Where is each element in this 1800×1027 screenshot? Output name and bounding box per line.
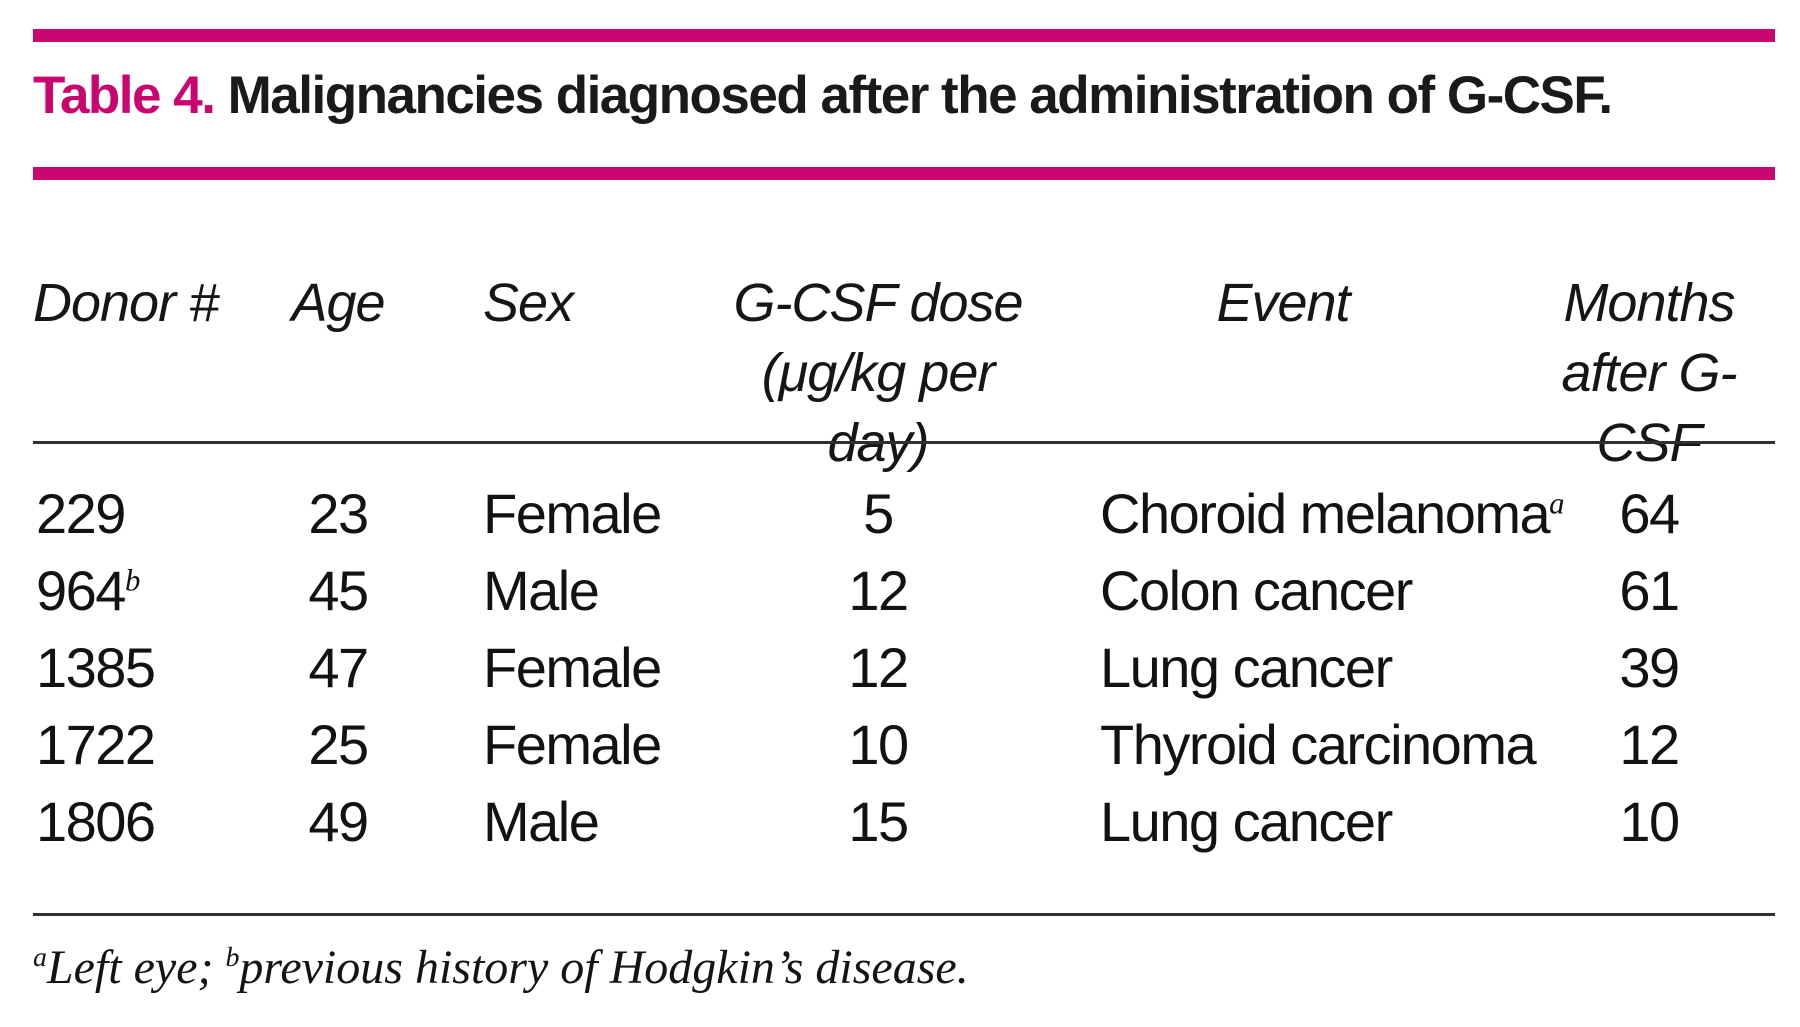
cell-months: 61 [1619, 559, 1680, 622]
cell-sex: Female [483, 636, 662, 699]
cell-sex: Male [483, 790, 600, 853]
cell-months: 64 [1619, 482, 1680, 545]
cell-age: 25 [308, 713, 369, 776]
footnote-text-a: Left eye; [46, 941, 226, 994]
cell-dose: 10 [848, 713, 909, 776]
footnote: aLeft eye; bprevious history of Hodgkin’… [33, 938, 1775, 998]
cell-months: 10 [1619, 790, 1680, 853]
event-value: Choroid melanoma [1100, 482, 1551, 545]
cell-age: 47 [308, 636, 369, 699]
cell-dose: 5 [863, 482, 894, 545]
cell-donor: 964b [33, 552, 243, 629]
event-value: Lung cancer [1100, 790, 1393, 853]
column-header-age: Age [291, 273, 385, 333]
column-header-donor: Donor # [33, 273, 219, 333]
column-header-dose-line2: (μg/kg per day) [761, 343, 996, 473]
cell-event: Lung cancer [1043, 629, 1523, 706]
table-title: Malignancies diagnosed after the adminis… [214, 66, 1614, 125]
cell-event: Choroid melanomaa [1043, 475, 1565, 552]
column-header-months-line2: after G-CSF [1561, 343, 1737, 473]
footnote-marker-a: a [33, 942, 47, 973]
cell-months: 39 [1619, 636, 1680, 699]
column-header-dose: G-CSF dose (μg/kg per day) [713, 268, 1043, 478]
event-value: Colon cancer [1100, 559, 1413, 622]
column-header-months-line1: Months [1563, 273, 1735, 333]
cell-age: 23 [308, 482, 369, 545]
footnote-text-b: previous history of Hodgkin’s disease. [239, 941, 969, 994]
column-header-event: Event [1216, 273, 1350, 333]
event-value: Lung cancer [1100, 636, 1393, 699]
footnote-marker-b: b [225, 942, 240, 973]
accent-rule-top [33, 29, 1775, 42]
cell-dose: 12 [848, 559, 909, 622]
event-footnote-marker: a [1549, 486, 1565, 521]
cell-event: Lung cancer [1043, 783, 1523, 860]
cell-sex: Male [483, 559, 600, 622]
table-label: Table 4. [33, 66, 216, 125]
table-caption: Table 4. Malignancies diagnosed after th… [33, 66, 1793, 126]
donor-footnote-marker: b [124, 563, 141, 598]
donor-value: 1385 [36, 636, 156, 699]
footnote-rule [33, 913, 1775, 916]
column-header-sex: Sex [483, 273, 574, 333]
cell-dose: 15 [848, 790, 909, 853]
cell-months: 12 [1619, 713, 1680, 776]
cell-sex: Female [483, 713, 662, 776]
header-rule [33, 441, 1775, 444]
table-body: 229 23 Female 5 Choroid melanomaa 64 964… [33, 475, 1775, 860]
cell-event: Colon cancer [1043, 552, 1523, 629]
cell-age: 49 [308, 790, 369, 853]
cell-donor: 229 [33, 475, 243, 552]
accent-rule-under-title [33, 167, 1775, 180]
cell-sex: Female [483, 482, 662, 545]
donor-value: 229 [36, 482, 126, 545]
cell-donor: 1385 [33, 629, 243, 706]
cell-event: Thyroid carcinoma [1043, 706, 1537, 783]
cell-dose: 12 [848, 636, 909, 699]
event-value: Thyroid carcinoma [1100, 713, 1537, 776]
column-header-months: Months after G-CSF [1523, 268, 1775, 478]
cell-age: 45 [308, 559, 369, 622]
donor-value: 1722 [36, 713, 156, 776]
donor-value: 1806 [36, 790, 156, 853]
cell-donor: 1806 [33, 783, 243, 860]
donor-value: 964 [36, 559, 126, 622]
column-header-dose-line1: G-CSF dose [733, 273, 1023, 333]
cell-donor: 1722 [33, 706, 243, 783]
table-header-row: Donor # Age Sex G-CSF dose (μg/kg per da… [33, 268, 1775, 478]
